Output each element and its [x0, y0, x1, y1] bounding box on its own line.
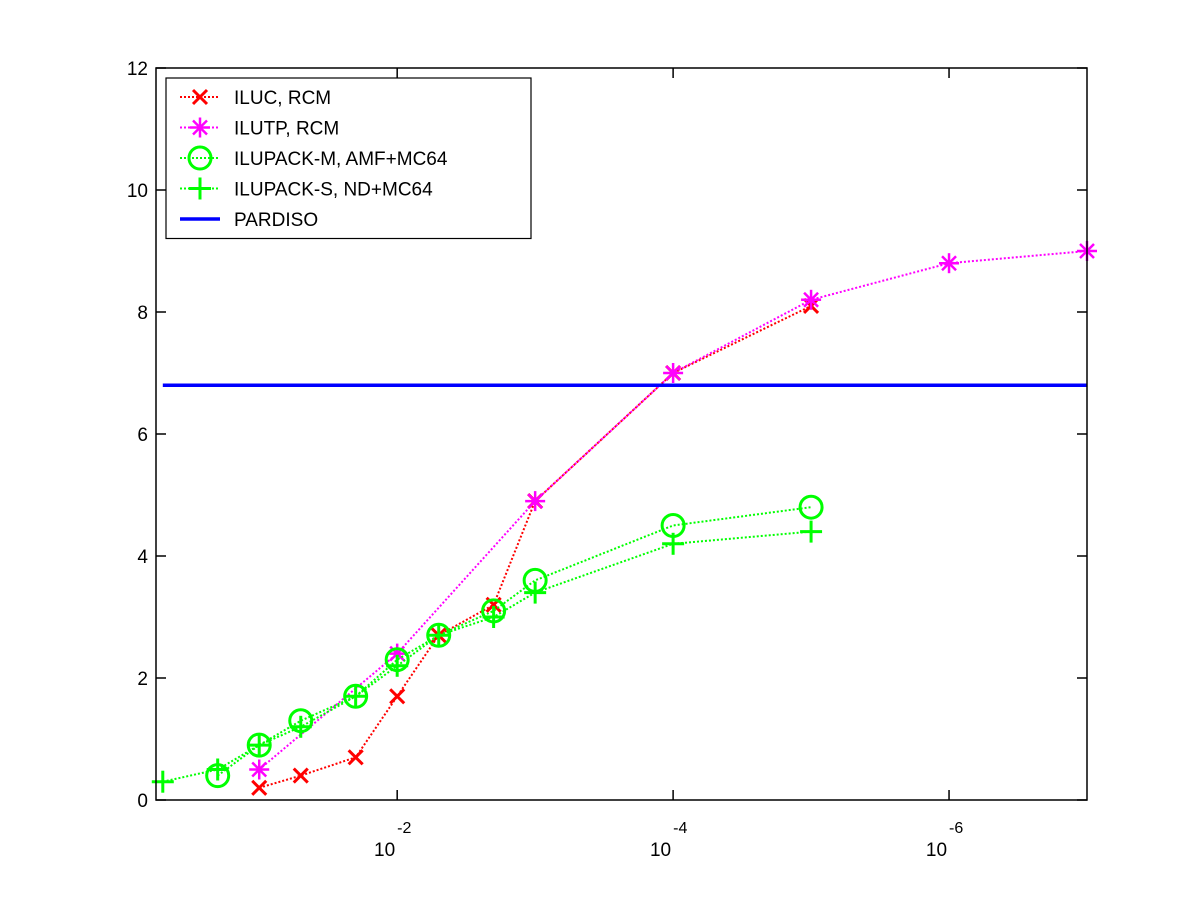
data-point	[482, 606, 505, 628]
data-point	[524, 581, 547, 604]
data-point	[427, 624, 450, 647]
marker-stroke	[665, 365, 681, 381]
x-tick-exponent: -2	[397, 820, 411, 837]
x-tick-label: 10-2	[374, 820, 411, 861]
data-point	[939, 253, 960, 274]
legend-label: ILUPACK-S, ND+MC64	[234, 180, 433, 201]
series-line	[217, 506, 812, 777]
data-point	[292, 767, 309, 784]
data-point	[389, 688, 406, 705]
legend-entry: ILUPACK-M, AMF+MC64	[180, 145, 448, 171]
legend-marker	[190, 117, 210, 138]
y-tick-label: 10	[127, 181, 148, 202]
data-point	[798, 494, 824, 520]
marker-stroke	[292, 767, 309, 784]
legend-label: ILUTP, RCM	[234, 119, 339, 140]
y-tick-label: 4	[137, 547, 148, 568]
marker-stroke	[251, 779, 268, 796]
marker-stroke	[347, 749, 364, 766]
legend-label: ILUC, RCM	[234, 88, 331, 109]
data-point	[663, 363, 684, 383]
data-point	[289, 715, 312, 738]
x-tick-base: 10	[926, 840, 947, 861]
data-point	[662, 532, 685, 555]
x-tick-label: 10-4	[650, 820, 687, 861]
marker-stroke	[527, 493, 544, 509]
x-tick-exponent: -6	[949, 820, 963, 837]
legend-entry: ILUC, RCM	[180, 88, 331, 109]
marker-stroke	[941, 255, 957, 272]
data-point	[344, 685, 367, 708]
y-tick-label: 8	[137, 303, 148, 324]
marker-stroke	[251, 761, 268, 778]
data-point	[206, 758, 229, 781]
legend-marker	[191, 88, 209, 106]
x-tick-base: 10	[650, 840, 671, 861]
data-point	[249, 759, 270, 780]
marker-stroke	[192, 119, 208, 136]
marker-stroke	[191, 88, 209, 106]
series-3	[151, 520, 823, 793]
data-point	[347, 749, 364, 766]
legend-label: ILUPACK-M, AMF+MC64	[234, 149, 448, 170]
legend-marker	[187, 145, 213, 171]
x-tick-label: 10-6	[926, 820, 963, 861]
y-tick-label: 12	[127, 59, 148, 80]
legend-entry: PARDISO	[180, 210, 318, 231]
y-tick-label: 2	[137, 669, 148, 690]
marker-stroke	[187, 145, 213, 171]
data-point	[800, 520, 823, 543]
y-tick-label: 0	[137, 791, 148, 812]
data-point	[386, 654, 409, 677]
legend-label: PARDISO	[234, 210, 318, 231]
x-tick-base: 10	[374, 840, 395, 861]
legend-entry: ILUPACK-S, ND+MC64	[180, 177, 433, 201]
data-point	[251, 779, 268, 796]
legend-marker	[189, 177, 211, 200]
data-point	[248, 734, 271, 757]
plot-area	[151, 241, 1097, 796]
y-tick-label: 6	[137, 425, 148, 446]
data-point	[525, 491, 546, 512]
marker-stroke	[798, 494, 824, 520]
legend: ILUC, RCM ILUTP, RCM ILUPACK-M, AMF+MC64 IL…	[165, 77, 532, 240]
data-point	[801, 289, 822, 310]
legend-entry: ILUTP, RCM	[180, 117, 339, 140]
marker-stroke	[803, 291, 819, 308]
legend-box	[165, 77, 532, 240]
marker-stroke	[389, 688, 406, 705]
x-tick-exponent: -4	[673, 820, 687, 837]
